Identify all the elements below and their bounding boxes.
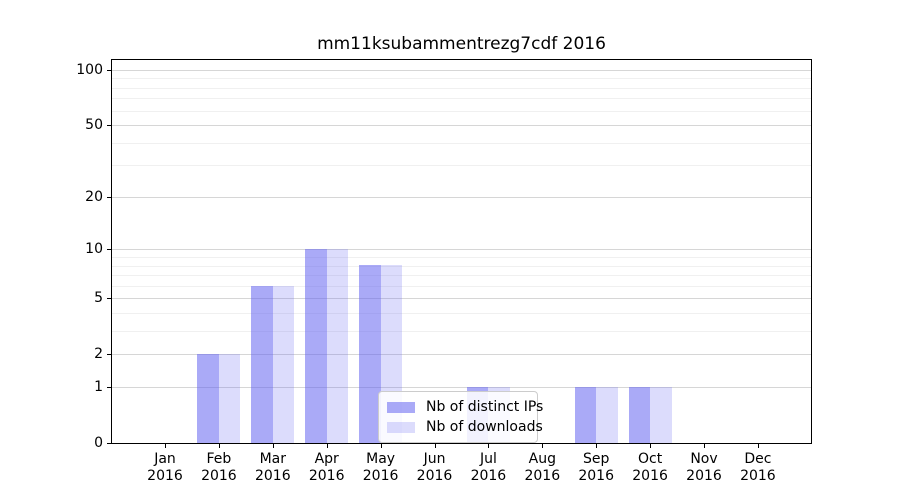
- legend-swatch-downloads: [387, 421, 415, 433]
- y-tick-mark-10: [107, 249, 111, 251]
- x-tick-label-jul: Jul 2016: [456, 451, 520, 485]
- x-tick-mark-apr: [326, 444, 328, 448]
- bar-nb-of-distinct-ips-sep: [574, 386, 597, 443]
- x-tick-mark-may: [380, 444, 382, 448]
- legend-entry-distinct-ips: Nb of distinct IPs: [387, 397, 543, 417]
- gridline-minor-80: [112, 87, 811, 89]
- bar-nb-of-downloads-sep: [596, 386, 618, 443]
- x-tick-label-apr: Apr 2016: [295, 451, 359, 485]
- legend-swatch-distinct-ips: [387, 401, 415, 413]
- gridline-10: [112, 249, 811, 251]
- x-tick-year-jul: 2016: [470, 468, 507, 484]
- gridline-minor-9: [112, 257, 811, 259]
- gridline-minor-30: [112, 165, 811, 167]
- bar-nb-of-downloads-mar: [272, 285, 295, 443]
- legend: Nb of distinct IPs Nb of downloads: [378, 391, 543, 443]
- gridline-20: [112, 196, 811, 198]
- gridline-minor-7: [112, 275, 811, 277]
- y-tick-mark-100: [107, 69, 111, 71]
- y-tick-mark-0: [107, 443, 111, 445]
- x-tick-mark-nov: [704, 444, 705, 448]
- plot-area: [111, 59, 812, 444]
- bar-nb-of-distinct-ips-feb: [197, 354, 219, 443]
- bar-nb-of-distinct-ips-may: [359, 265, 381, 443]
- x-tick-label-jun: Jun 2016: [403, 451, 467, 485]
- y-tick-mark-50: [107, 125, 111, 127]
- chart-title: mm11ksubammentrezg7cdf 2016: [317, 34, 606, 54]
- gridline-100: [112, 69, 811, 71]
- gridline-1: [112, 387, 811, 389]
- gridline-minor-90: [112, 78, 811, 80]
- x-tick-label-aug: Aug 2016: [510, 451, 574, 485]
- x-tick-year-apr: 2016: [308, 468, 345, 484]
- y-tick-label-2: 2: [94, 346, 103, 363]
- x-tick-mark-aug: [542, 444, 544, 448]
- y-tick-label-50: 50: [85, 117, 103, 134]
- y-tick-label-0: 0: [94, 435, 103, 452]
- bar-nb-of-downloads-feb: [218, 354, 241, 443]
- x-tick-label-feb: Feb 2016: [187, 451, 251, 485]
- x-tick-label-may: May 2016: [349, 451, 413, 485]
- x-tick-year-dec: 2016: [740, 468, 776, 484]
- x-tick-mark-jun: [434, 444, 436, 448]
- gridline-50: [112, 125, 811, 127]
- x-tick-label-mar: Mar 2016: [241, 451, 305, 485]
- x-tick-mark-sep: [596, 444, 598, 448]
- x-tick-year-may: 2016: [362, 468, 399, 484]
- y-tick-mark-2: [107, 354, 111, 356]
- y-tick-label-10: 10: [85, 241, 103, 258]
- gridline-2: [112, 354, 811, 356]
- x-tick-mark-dec: [757, 444, 759, 448]
- x-tick-mark-mar: [272, 444, 274, 448]
- bar-nb-of-distinct-ips-mar: [251, 285, 273, 443]
- gridline-5: [112, 298, 811, 300]
- x-tick-year-aug: 2016: [524, 468, 561, 484]
- gridline-minor-6: [112, 285, 811, 287]
- legend-label-distinct-ips: Nb of distinct IPs: [426, 399, 544, 415]
- gridline-minor-70: [112, 98, 811, 100]
- x-tick-mark-jan: [165, 444, 166, 448]
- y-tick-mark-5: [107, 298, 111, 300]
- x-tick-year-mar: 2016: [254, 468, 291, 484]
- x-tick-label-dec: Dec 2016: [726, 451, 790, 485]
- gridline-minor-3: [112, 331, 811, 333]
- x-tick-year-nov: 2016: [686, 468, 722, 484]
- y-tick-label-1: 1: [94, 379, 103, 396]
- x-tick-year-oct: 2016: [632, 468, 668, 484]
- x-tick-label-oct: Oct 2016: [618, 451, 682, 485]
- y-tick-label-100: 100: [76, 61, 103, 78]
- y-tick-label-5: 5: [94, 290, 103, 307]
- y-tick-mark-20: [107, 196, 111, 198]
- x-tick-label-jan: Jan 2016: [133, 451, 197, 485]
- x-tick-label-sep: Sep 2016: [564, 451, 628, 485]
- x-tick-year-jan: 2016: [147, 468, 183, 484]
- x-tick-label-nov: Nov 2016: [672, 451, 736, 485]
- y-tick-label-20: 20: [85, 188, 103, 205]
- x-tick-year-jun: 2016: [416, 468, 453, 484]
- x-tick-year-sep: 2016: [578, 468, 614, 484]
- y-tick-mark-1: [107, 387, 111, 389]
- x-tick-mark-feb: [218, 444, 220, 448]
- x-tick-year-feb: 2016: [201, 468, 237, 484]
- x-tick-mark-oct: [650, 444, 652, 448]
- legend-label-downloads: Nb of downloads: [426, 419, 543, 435]
- gridline-minor-8: [112, 265, 811, 267]
- bar-nb-of-downloads-apr: [326, 249, 349, 443]
- bar-nb-of-downloads-oct: [650, 386, 672, 443]
- legend-entry-downloads: Nb of downloads: [387, 417, 543, 437]
- gridline-minor-40: [112, 142, 811, 144]
- bar-nb-of-distinct-ips-apr: [305, 249, 327, 443]
- gridline-minor-4: [112, 313, 811, 315]
- gridline-minor-60: [112, 110, 811, 112]
- x-tick-mark-jul: [488, 444, 490, 448]
- bar-nb-of-distinct-ips-oct: [628, 386, 651, 443]
